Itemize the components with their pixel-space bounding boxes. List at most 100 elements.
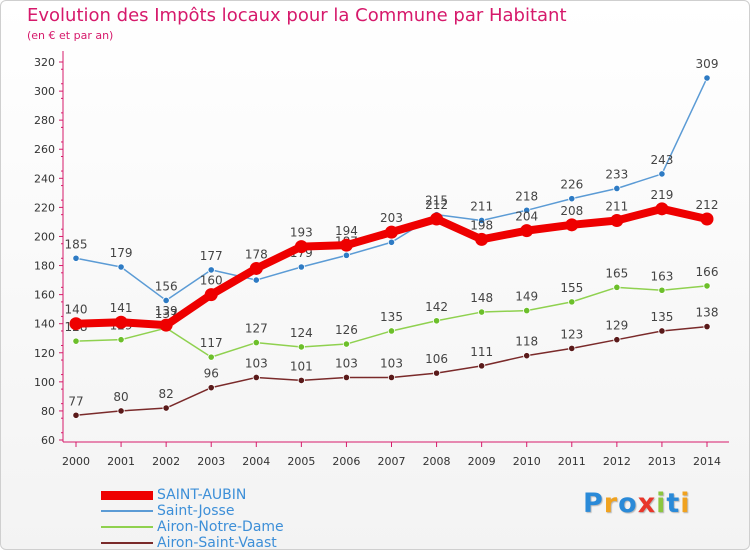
legend-label: SAINT-AUBIN [157, 487, 247, 503]
data-point-airon-saint-vaast [162, 404, 170, 412]
data-point-saint-aubin [339, 238, 353, 252]
data-label-saint-aubin: 141 [110, 301, 133, 315]
legend-item-saint-aubin[interactable]: SAINT-AUBIN [101, 487, 284, 503]
data-point-saint-josse [252, 276, 260, 284]
data-label-airon-saint-vaast: 103 [380, 356, 403, 370]
y-tick-label: 100 [34, 376, 55, 389]
x-tick-label: 2001 [107, 455, 135, 468]
data-point-saint-aubin [565, 218, 579, 232]
x-tick-label: 2014 [693, 455, 721, 468]
data-point-airon-saint-vaast [252, 373, 260, 382]
data-point-airon-notre-dame [207, 353, 215, 361]
data-point-airon-saint-vaast [568, 344, 576, 353]
data-point-airon-notre-dame [72, 337, 80, 345]
data-label-airon-notre-dame: 124 [290, 326, 313, 340]
data-point-saint-josse [342, 251, 351, 259]
data-point-saint-aubin [610, 213, 624, 227]
data-label-airon-saint-vaast: 106 [425, 352, 448, 366]
data-label-saint-aubin: 178 [245, 247, 268, 261]
legend-swatch-airon-saint-vaast [101, 542, 153, 544]
data-label-saint-aubin: 193 [290, 226, 313, 240]
y-tick-label: 180 [34, 260, 55, 273]
y-tick-label: 300 [34, 85, 55, 98]
legend-swatch-airon-notre-dame [101, 526, 153, 528]
data-point-saint-josse [658, 170, 666, 178]
proxiti-logo: Proxiti [583, 488, 691, 519]
legend-item-saint-josse[interactable]: Saint-Josse [101, 503, 284, 519]
data-label-airon-saint-vaast: 123 [560, 327, 583, 341]
data-label-saint-aubin: 140 [65, 303, 88, 317]
data-label-airon-notre-dame: 155 [560, 281, 583, 295]
y-tick-label: 60 [41, 434, 55, 447]
data-label-saint-aubin: 160 [200, 274, 223, 288]
data-point-saint-aubin [385, 225, 398, 239]
data-point-saint-josse [207, 266, 215, 274]
data-point-airon-saint-vaast [342, 373, 351, 382]
data-label-saint-aubin: 203 [380, 211, 403, 225]
data-point-airon-saint-vaast [478, 362, 486, 370]
data-point-airon-notre-dame [658, 286, 666, 294]
data-label-airon-saint-vaast: 135 [650, 310, 673, 324]
legend-item-airon-notre-dame[interactable]: Airon-Notre-Dame [101, 519, 284, 535]
data-label-airon-notre-dame: 165 [605, 266, 628, 280]
data-label-saint-josse: 215 [425, 194, 448, 208]
data-point-airon-notre-dame [117, 336, 125, 344]
data-point-airon-saint-vaast [613, 336, 621, 344]
legend-label: Saint-Josse [157, 503, 235, 519]
data-label-saint-aubin: 211 [605, 199, 628, 213]
data-point-saint-aubin [204, 288, 218, 302]
legend: SAINT-AUBIN Saint-Josse Airon-Notre-Dame… [101, 487, 284, 549]
y-tick-label: 80 [41, 405, 55, 418]
data-label-airon-saint-vaast: 80 [113, 390, 128, 404]
x-tick-label: 2000 [62, 455, 90, 468]
x-tick-label: 2002 [152, 455, 180, 468]
x-tick-label: 2013 [648, 455, 676, 468]
data-label-saint-josse: 218 [515, 189, 538, 203]
x-tick-label: 2006 [332, 455, 360, 468]
data-point-saint-aubin [520, 224, 534, 238]
data-label-saint-josse: 179 [110, 246, 133, 260]
data-point-saint-josse [117, 263, 125, 271]
data-label-airon-saint-vaast: 118 [515, 335, 538, 349]
data-point-saint-josse [387, 238, 396, 246]
x-tick-label: 2004 [242, 455, 270, 468]
data-label-airon-notre-dame: 149 [515, 290, 538, 304]
data-point-saint-aubin [430, 212, 444, 226]
data-label-airon-saint-vaast: 103 [335, 356, 358, 370]
data-label-saint-aubin: 198 [470, 218, 493, 232]
data-point-airon-notre-dame [613, 283, 621, 291]
data-label-saint-josse: 185 [65, 237, 88, 251]
data-label-airon-saint-vaast: 77 [68, 394, 83, 408]
data-label-saint-aubin: 212 [696, 198, 719, 212]
data-label-airon-notre-dame: 127 [245, 322, 268, 336]
data-point-airon-saint-vaast [703, 322, 711, 331]
x-tick-label: 2012 [603, 455, 631, 468]
data-label-saint-josse: 233 [605, 167, 628, 181]
data-label-saint-aubin: 219 [650, 188, 673, 202]
data-label-saint-aubin: 139 [155, 304, 178, 318]
logo-letter: x [637, 488, 657, 519]
data-point-airon-saint-vaast [658, 327, 666, 335]
y-tick-label: 140 [34, 318, 55, 331]
y-tick-label: 160 [34, 289, 55, 302]
data-label-airon-notre-dame: 148 [470, 291, 493, 305]
data-point-saint-josse [478, 216, 486, 225]
data-point-airon-saint-vaast [523, 352, 531, 360]
data-point-saint-josse [72, 254, 80, 262]
data-label-saint-josse: 156 [155, 279, 178, 293]
y-tick-label: 200 [34, 230, 55, 243]
chart-title: Evolution des Impôts locaux pour la Comm… [27, 5, 567, 26]
legend-item-airon-saint-vaast[interactable]: Airon-Saint-Vaast [101, 535, 284, 549]
data-label-airon-saint-vaast: 82 [159, 387, 174, 401]
data-label-airon-notre-dame: 135 [380, 310, 403, 324]
data-point-airon-notre-dame [387, 327, 396, 335]
x-tick-label: 2008 [423, 455, 451, 468]
data-point-saint-josse [523, 206, 531, 214]
data-label-saint-aubin: 194 [335, 224, 358, 238]
data-point-saint-aubin [700, 212, 714, 226]
y-tick-label: 320 [34, 56, 55, 69]
data-label-saint-aubin: 204 [515, 210, 538, 224]
data-label-airon-notre-dame: 126 [335, 323, 358, 337]
legend-label: Airon-Notre-Dame [157, 519, 284, 535]
data-point-airon-saint-vaast [117, 407, 125, 415]
